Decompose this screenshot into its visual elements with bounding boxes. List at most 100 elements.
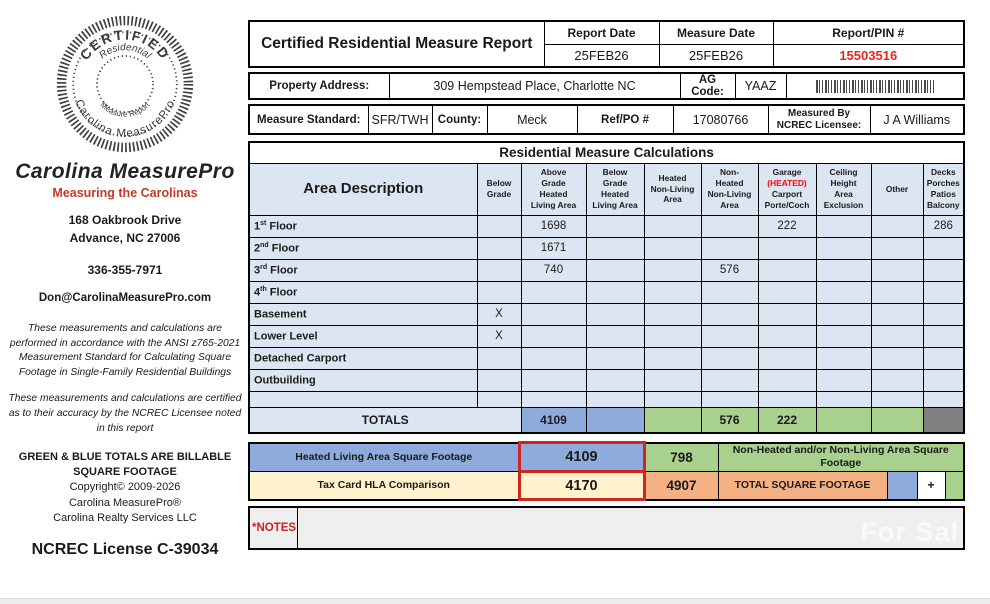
report-title: Certified Residential Measure Report: [248, 20, 545, 68]
property-address-label: Property Address:: [248, 72, 390, 100]
col-header-garage: Garage (HEATED) Carport Porte/Coch: [757, 162, 817, 216]
measure-standard-value: SFR/TWH: [367, 104, 433, 135]
col-header-below-grade-heated: Below Grade Heated Living Area: [585, 162, 645, 216]
value-cell: [870, 280, 924, 304]
row-label-text: 2: [254, 242, 261, 255]
value-cell: [870, 302, 924, 326]
stamp-text-measure-report: Measure Report: [98, 100, 152, 119]
value-cell: [870, 214, 924, 238]
totals-row: TOTALS 4109 576 222: [248, 406, 965, 434]
row-label: [248, 390, 478, 408]
tax-card-label: Tax Card HLA Comparison: [248, 471, 520, 500]
measure-standard-table: Measure Standard: SFR/TWH County: Meck R…: [248, 104, 965, 135]
value-cell: [870, 236, 924, 260]
value-cell: [643, 280, 702, 304]
legend-plus-cell: +: [916, 471, 946, 500]
billable-note: GREEN & BLUE TOTALS ARE BILLABLE SQUARE …: [18, 451, 232, 479]
ncrec-license: NCREC License C-39034: [31, 540, 219, 558]
measured-by-label: Measured By NCREC Licensee:: [767, 104, 871, 135]
total-garage: 222: [757, 406, 817, 434]
value-cell: [520, 280, 587, 304]
county-value: Meck: [486, 104, 578, 135]
total-heated-nonliving: [643, 406, 702, 434]
value-cell: [585, 214, 645, 238]
value-cell: [815, 390, 872, 408]
value-cell: [476, 368, 522, 392]
summary-table: Heated Living Area Square Footage 4109 7…: [248, 441, 965, 501]
company-email: Don@CarolinaMeasurePro.com: [38, 292, 212, 304]
row-label-ordinal: st: [260, 219, 267, 227]
total-below-grade-heated: [585, 406, 645, 434]
value-cell: [757, 258, 817, 282]
disclaimer-ansi: These measurements and calculations are …: [9, 323, 241, 378]
col-header-nonheated-nonliving: Non- Heated Non-Living Area: [700, 162, 759, 216]
measure-standard-label: Measure Standard:: [248, 104, 369, 135]
value-cell: [815, 368, 872, 392]
value-cell: [870, 346, 924, 370]
value-cell: [757, 236, 817, 260]
certification-stamp-icon: CERTIFIED Residential Measure Report Car…: [56, 15, 194, 153]
table-row-empty: [248, 390, 965, 408]
value-cell: [870, 368, 924, 392]
calculations-table: Residential Measure Calculations Area De…: [248, 141, 966, 434]
value-cell: [700, 346, 759, 370]
company-tagline: Measuring the Carolinas: [52, 186, 198, 200]
value-cell: [922, 302, 965, 326]
row-label-ordinal: rd: [260, 263, 268, 271]
ag-code-value: YAAZ: [734, 72, 787, 100]
totals-label: TOTALS: [248, 406, 522, 434]
property-address-table: Property Address: 309 Hempstead Place, C…: [248, 72, 965, 100]
value-cell: [700, 324, 759, 348]
value-cell: [643, 346, 702, 370]
value-cell: [520, 390, 587, 408]
heated-living-area-label: Heated Living Area Square Footage: [248, 442, 520, 472]
value-cell: 1671: [520, 236, 587, 260]
address-line-1: 168 Oakbrook Drive: [68, 213, 182, 227]
col-header-decks: Decks Porches Patios Balcony: [922, 162, 965, 216]
value-cell: [922, 280, 965, 304]
row-label-text: 4: [254, 286, 261, 299]
sidebar: CERTIFIED Residential Measure Report Car…: [2, 10, 248, 559]
value-cell: [643, 302, 702, 326]
total-other: [870, 406, 924, 434]
watermark-text: For Sal: [860, 517, 959, 547]
garage-header-heated: (HEATED): [767, 178, 807, 189]
value-cell: [870, 324, 924, 348]
value-cell: 286: [922, 214, 965, 238]
ag-code-label: AG Code:: [679, 72, 736, 100]
company-phone: 336-355-7971: [87, 263, 163, 277]
value-cell: [643, 324, 702, 348]
value-cell: [700, 302, 759, 326]
total-nonheated-nonliving: 576: [700, 406, 759, 434]
row-label-text: 3: [254, 264, 261, 277]
heated-living-area-value: 4109: [517, 441, 646, 473]
company-address: 168 Oakbrook Drive Advance, NC 27006: [2, 211, 248, 247]
value-cell: [757, 346, 817, 370]
value-cell: [700, 236, 759, 260]
garage-header-line1: Garage: [772, 167, 802, 178]
value-cell: [585, 368, 645, 392]
row-label: 3rd Floor: [248, 258, 478, 282]
row-label: 1st Floor: [248, 214, 478, 238]
nonheated-area-value: 798: [643, 442, 719, 472]
svg-text:Measure Report: Measure Report: [98, 100, 152, 119]
value-cell: [922, 368, 965, 392]
total-ceiling: [815, 406, 872, 434]
value-cell: [757, 302, 817, 326]
value-cell: [922, 390, 965, 408]
value-cell: X: [476, 302, 522, 326]
value-cell: 576: [700, 258, 759, 282]
value-cell: [585, 236, 645, 260]
area-description-header: Area Description: [248, 162, 478, 216]
row-label-text: Detached Carport: [254, 352, 347, 365]
value-cell: [585, 346, 645, 370]
value-cell: [870, 258, 924, 282]
copyright-llc: Carolina Realty Services LLC: [53, 512, 197, 525]
row-label-text: Basement: [254, 308, 307, 321]
row-label: 2nd Floor: [248, 236, 478, 260]
ref-po-label: Ref/PO #: [576, 104, 674, 135]
copyright-block: Copyright© 2009-2026 Carolina MeasurePro…: [2, 480, 248, 527]
row-label-ordinal: th: [260, 285, 267, 293]
col-header-heated-nonliving: Heated Non-Living Area: [643, 162, 702, 216]
value-cell: [815, 346, 872, 370]
